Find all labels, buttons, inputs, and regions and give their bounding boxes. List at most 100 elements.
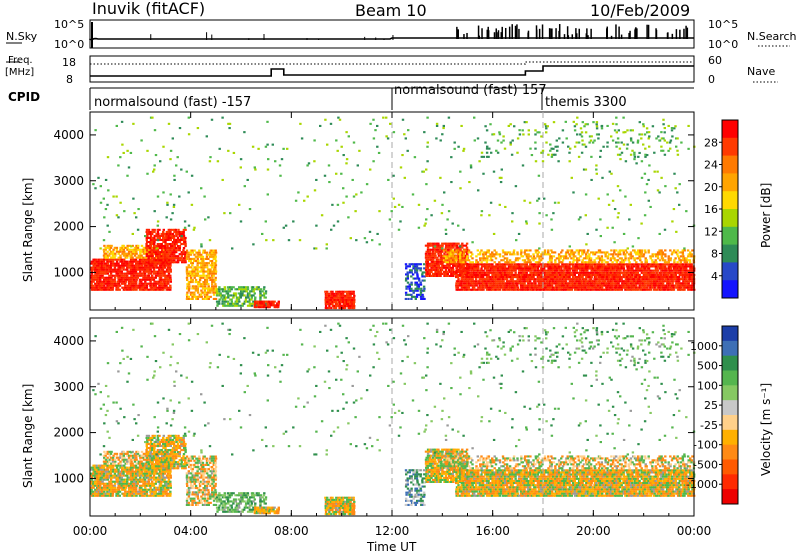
- power-cell: [405, 273, 408, 276]
- power-cell: [548, 271, 551, 274]
- power-cell: [250, 290, 253, 293]
- power-cell: [172, 205, 176, 208]
- power-cell: [439, 262, 443, 265]
- power-cell: [622, 253, 626, 256]
- power-cell: [583, 265, 586, 268]
- power-cell: [639, 288, 642, 291]
- power-cell: [129, 258, 133, 261]
- power-cell: [656, 263, 660, 266]
- power-cell: [335, 298, 338, 301]
- power-cell: [277, 302, 280, 305]
- power-cell: [534, 282, 537, 285]
- power-cell: [475, 284, 478, 287]
- power-cell: [259, 300, 262, 303]
- power-cell: [620, 276, 623, 279]
- power-cell: [160, 257, 163, 260]
- power-cell: [122, 264, 125, 267]
- power-cell: [156, 234, 159, 237]
- power-cell: [462, 267, 466, 270]
- power-cell: [577, 288, 580, 291]
- power-cell: [595, 269, 598, 272]
- power-cell: [146, 282, 149, 285]
- power-cell: [536, 271, 539, 274]
- power-cell: [111, 250, 115, 253]
- power-cell: [212, 251, 216, 254]
- power-cell: [571, 282, 575, 285]
- power-cell: [491, 255, 495, 258]
- power-cell: [588, 141, 591, 144]
- power-cell: [248, 292, 251, 295]
- power-cell: [554, 282, 557, 285]
- power-cell: [683, 286, 687, 289]
- power-cell: [601, 286, 604, 289]
- power-cell: [228, 294, 232, 297]
- power-cell: [491, 278, 494, 281]
- power-cell: [448, 255, 451, 258]
- power-cell: [550, 261, 553, 264]
- power-cell: [122, 254, 126, 257]
- power-cell: [615, 284, 618, 287]
- power-cell: [207, 291, 210, 294]
- power-cell: [663, 271, 667, 274]
- power-cell: [585, 278, 588, 281]
- power-cell: [196, 281, 199, 284]
- power-cell: [564, 288, 568, 291]
- power-cell: [97, 282, 101, 285]
- power-cell: [482, 269, 485, 272]
- power-cell: [663, 261, 667, 264]
- power-cell: [414, 265, 417, 268]
- power-cell: [457, 224, 460, 227]
- power-cell: [500, 278, 503, 281]
- power-cell: [140, 284, 143, 287]
- power-cell: [631, 284, 634, 287]
- power-cell: [238, 300, 241, 303]
- power-cell: [102, 260, 106, 263]
- power-cell: [509, 263, 512, 266]
- power-cell: [111, 252, 115, 255]
- power-cell: [583, 125, 586, 128]
- power-cell: [193, 226, 196, 229]
- power-cell: [414, 283, 417, 286]
- power-cell: [521, 288, 525, 291]
- power-cell: [452, 246, 455, 249]
- power-cell: [428, 242, 431, 245]
- power-cell: [138, 274, 142, 277]
- power-cell: [259, 296, 262, 299]
- power-cell: [412, 265, 415, 268]
- power-cell: [147, 248, 151, 251]
- power-cell: [178, 195, 181, 198]
- power-cell: [417, 263, 420, 266]
- power-cell: [568, 253, 571, 256]
- power-cell: [315, 224, 318, 227]
- power-cell: [595, 121, 599, 124]
- power-cell: [464, 280, 467, 283]
- power-cell: [579, 133, 582, 136]
- power-cell: [264, 292, 268, 295]
- power-cell: [124, 284, 127, 287]
- nsky-trace: [89, 22, 694, 48]
- power-cell: [127, 166, 131, 169]
- power-cell: [612, 253, 615, 256]
- power-cell: [599, 265, 602, 268]
- power-cell: [204, 295, 207, 298]
- power-cell: [502, 135, 505, 138]
- power-cell: [214, 257, 217, 260]
- power-cell: [644, 265, 647, 268]
- power-cell: [654, 280, 658, 283]
- power-cell: [173, 261, 176, 264]
- power-cell: [530, 284, 534, 287]
- power-cell: [589, 288, 593, 291]
- power-cell: [210, 266, 214, 269]
- power-cell: [261, 300, 264, 303]
- power-cell: [658, 251, 661, 254]
- power-cell: [629, 153, 633, 156]
- power-cell: [626, 282, 629, 285]
- power-cell: [92, 268, 95, 271]
- power-cell: [214, 278, 217, 281]
- power-cell: [633, 153, 636, 156]
- power-cell: [583, 271, 586, 274]
- power-cell: [572, 284, 575, 287]
- power-cell: [511, 267, 514, 270]
- power-cell: [678, 251, 681, 254]
- power-cell: [498, 261, 501, 264]
